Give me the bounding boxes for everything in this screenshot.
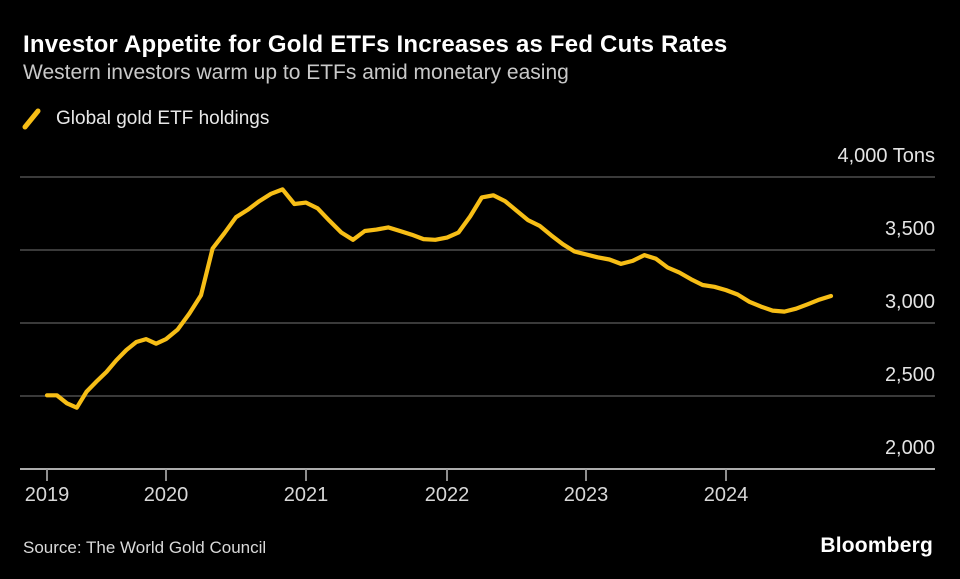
x-axis-tick-label: 2023: [563, 484, 609, 506]
chart-line: [44, 187, 834, 410]
y-axis-tick-label: 2,500: [884, 364, 935, 386]
x-axis-tick-label: 2020: [143, 484, 189, 506]
chart-subtitle: Western investors warm up to ETFs amid m…: [23, 61, 569, 84]
y-axis-tick-label: 2,000: [884, 437, 935, 459]
chart-title: Investor Appetite for Gold ETFs Increase…: [23, 31, 728, 58]
y-axis-tick-label: 3,500: [884, 218, 935, 240]
y-axis-tick-label: 4,000 Tons: [837, 145, 936, 167]
x-axis-tick-label: 2022: [424, 484, 470, 506]
legend-line-swatch-icon: [22, 108, 41, 130]
bloomberg-logo: Bloomberg: [820, 534, 933, 557]
x-axis-tick-label: 2021: [283, 484, 329, 506]
y-axis-tick-label: 3,000: [884, 291, 935, 313]
legend-label: Global gold ETF holdings: [56, 108, 270, 129]
x-axis-tick-label: 2024: [703, 484, 749, 506]
x-axis-tick-label: 2019: [24, 484, 70, 506]
legend: Global gold ETF holdings: [22, 106, 269, 132]
source-note: Source: The World Gold Council: [23, 538, 267, 557]
